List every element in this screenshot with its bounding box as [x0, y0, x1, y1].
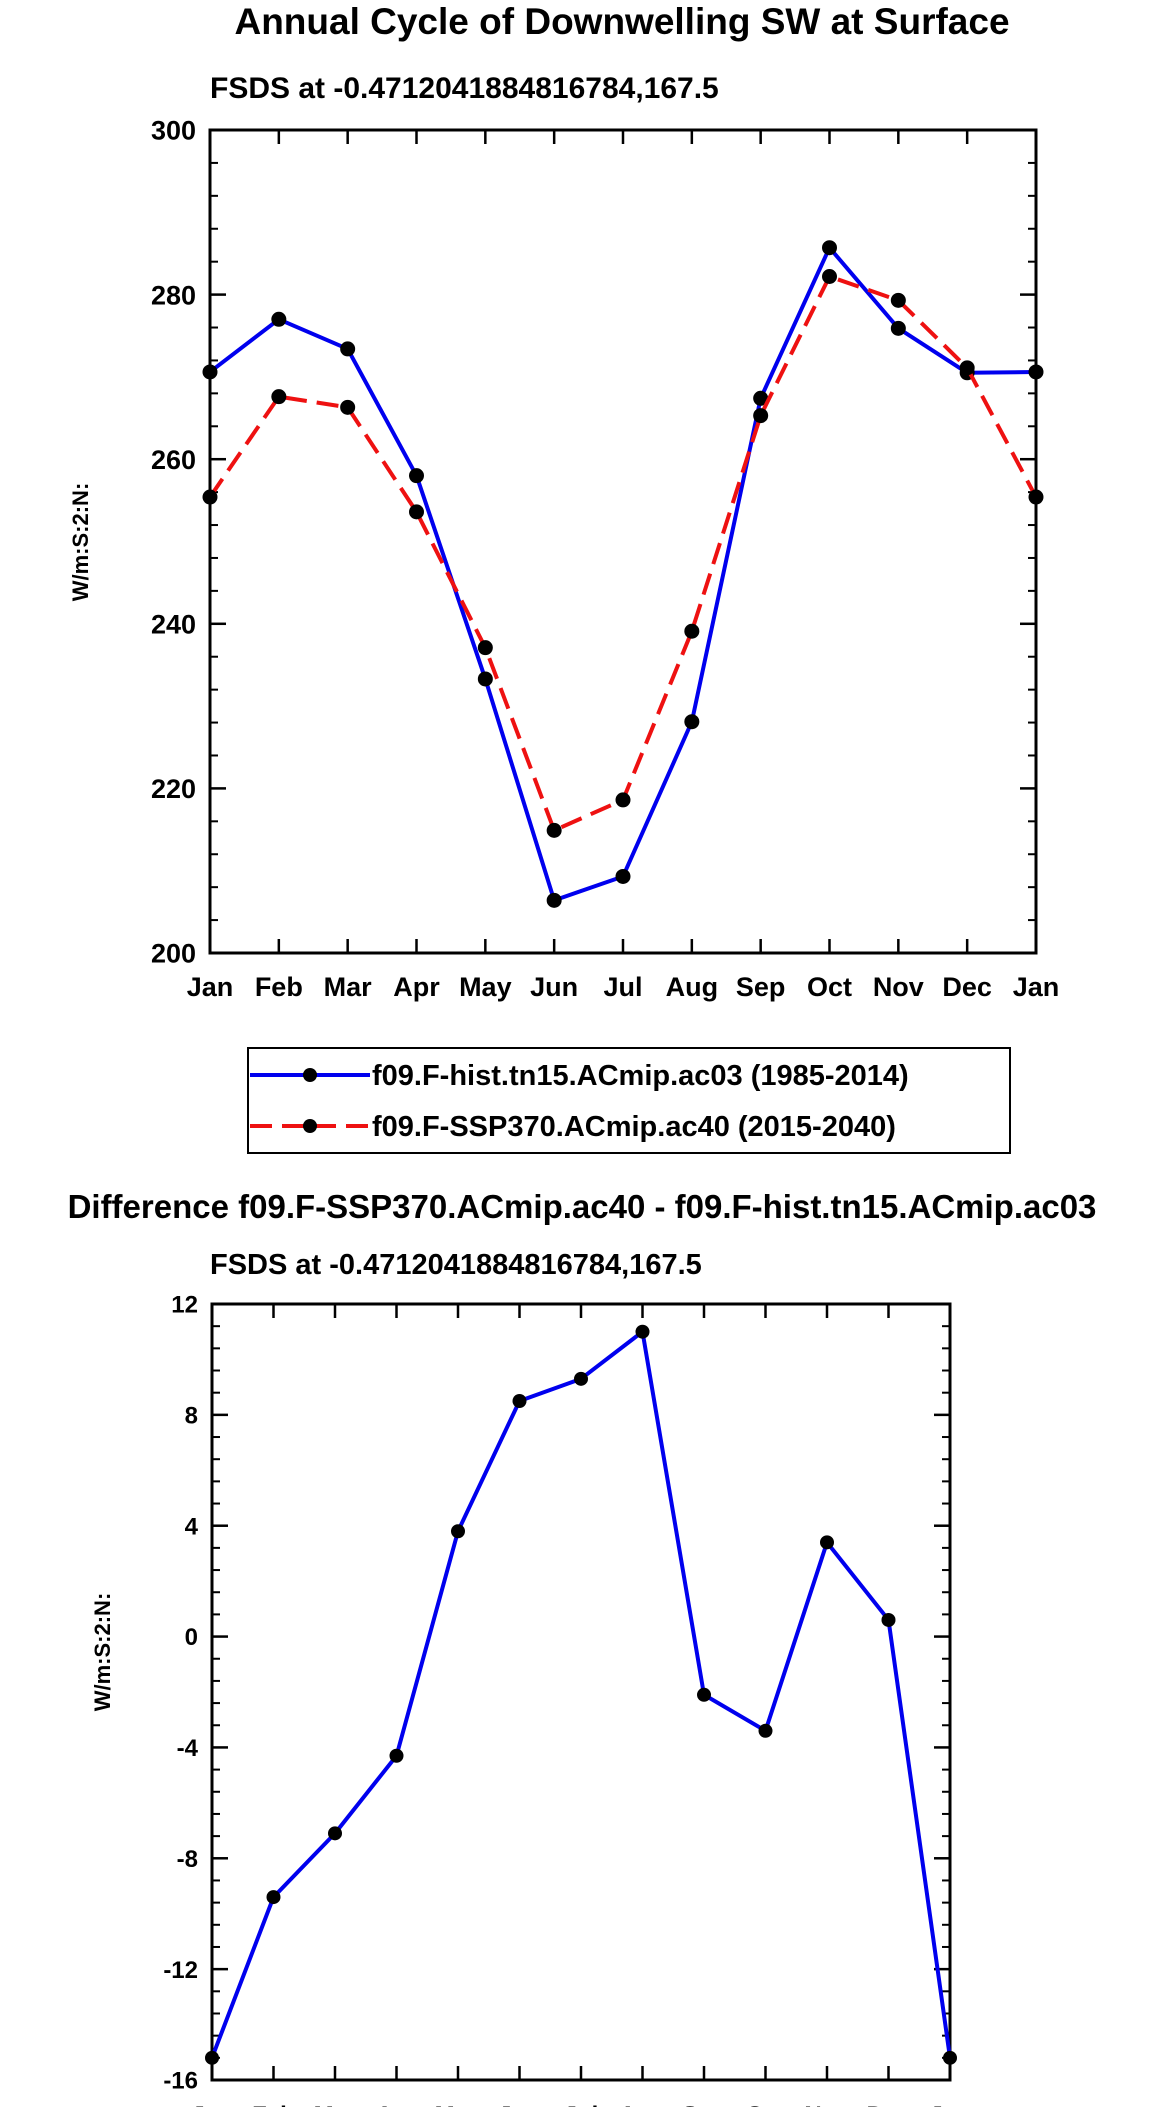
- x-tick-label: Oct: [745, 2102, 785, 2107]
- data-point: [271, 389, 287, 405]
- x-tick-label: Aug: [619, 2102, 666, 2107]
- x-tick-label: Jun: [498, 2102, 541, 2107]
- data-point: [389, 1748, 404, 1763]
- y-tick-label: 4: [185, 1513, 199, 1540]
- data-point: [1028, 364, 1044, 380]
- y-tick-label: 260: [151, 445, 196, 475]
- data-point: [697, 1687, 711, 1702]
- x-tick-label: Sep: [736, 972, 786, 1002]
- y-tick-label: 8: [185, 1402, 198, 1429]
- data-point: [409, 468, 424, 484]
- x-tick-label: Jan: [1013, 972, 1060, 1002]
- data-point: [890, 320, 906, 336]
- data-point: [546, 892, 562, 908]
- data-point: [202, 364, 218, 380]
- data-point: [684, 623, 700, 639]
- x-tick-label: Jan: [187, 972, 234, 1002]
- x-tick-label: Aug: [666, 972, 718, 1002]
- data-point: [266, 1890, 281, 1905]
- x-tick-label: Mar: [314, 2102, 357, 2107]
- chart1-subtitle: FSDS at -0.4712041884816784,167.5: [210, 72, 719, 105]
- data-point: [615, 868, 631, 884]
- y-tick-label: -4: [177, 1735, 199, 1762]
- y-tick-label: -8: [177, 1846, 198, 1873]
- data-point: [271, 311, 287, 327]
- data-point: [890, 292, 906, 308]
- x-tick-label: Mar: [324, 972, 373, 1002]
- x-tick-label: Feb: [255, 972, 303, 1002]
- data-point: [820, 1535, 834, 1550]
- legend-label-ssp: f09.F-SSP370.ACmip.ac40 (2015-2040): [372, 1111, 896, 1143]
- y-tick-label: 240: [151, 610, 196, 640]
- data-point: [451, 1524, 465, 1539]
- x-tick-label: Feb: [252, 2102, 295, 2107]
- data-point: [546, 822, 562, 838]
- x-tick-label: Nov: [804, 2102, 850, 2107]
- x-tick-label: May: [459, 972, 512, 1002]
- x-tick-label: Nov: [873, 972, 924, 1002]
- data-point: [574, 1371, 588, 1386]
- data-point: [635, 1324, 650, 1339]
- series-line-b: [208, 274, 1038, 833]
- data-point: [512, 1394, 527, 1408]
- series-line-a: [210, 1329, 952, 2059]
- x-tick-label: Jul: [603, 972, 642, 1002]
- x-tick-label: Sep: [682, 2102, 726, 2107]
- chart2-ylabel: W/m:S:2:N:: [90, 1593, 115, 1712]
- data-point: [822, 240, 837, 256]
- x-tick-label: Apr: [393, 972, 440, 1002]
- x-tick-label: Dec: [866, 2102, 910, 2107]
- x-tick-label: Jun: [530, 972, 578, 1002]
- chart1-ylabel: W/m:S:2:N:: [68, 483, 93, 602]
- chart2-title: Difference f09.F-SSP370.ACmip.ac40 - f09…: [68, 1188, 1097, 1225]
- data-point: [753, 390, 769, 406]
- x-tick-label: May: [435, 2102, 482, 2107]
- data-point: [340, 399, 356, 415]
- legend-marker-hist: [303, 1068, 317, 1082]
- x-tick-label: Jan: [929, 2102, 970, 2107]
- y-tick-label: -16: [163, 2068, 198, 2095]
- chart1-title: Annual Cycle of Downwelling SW at Surfac…: [234, 1, 1009, 42]
- data-point: [477, 640, 493, 656]
- data-point: [753, 408, 769, 424]
- data-point: [822, 268, 837, 284]
- chart2-subtitle: FSDS at -0.4712041884816784,167.5: [210, 1249, 702, 1281]
- chart1-frame: [208, 128, 1038, 955]
- y-tick-label: 12: [171, 1292, 198, 1319]
- y-tick-label: 220: [151, 774, 196, 804]
- data-point: [477, 671, 493, 687]
- legend-label-hist: f09.F-hist.tn15.ACmip.ac03 (1985-2014): [372, 1060, 909, 1092]
- data-point: [615, 792, 631, 808]
- data-point: [409, 504, 424, 520]
- y-tick-label: 200: [151, 939, 196, 969]
- y-tick-label: -12: [163, 1957, 198, 1984]
- data-point: [959, 360, 975, 376]
- data-point: [340, 341, 356, 357]
- chart1-legend: f09.F-hist.tn15.ACmip.ac03 (1985-2014) f…: [247, 1047, 1011, 1154]
- annual-cycle-chart: Annual Cycle of Downwelling SW at Surfac…: [68, 1, 1060, 1154]
- data-point: [205, 2050, 219, 2065]
- difference-chart: Difference f09.F-SSP370.ACmip.ac40 - f09…: [68, 1188, 1097, 2107]
- data-point: [684, 714, 700, 730]
- x-tick-label: Dec: [942, 972, 992, 1002]
- x-tick-label: Jan: [191, 2102, 232, 2107]
- data-point: [1028, 489, 1044, 505]
- x-tick-label: Apr: [376, 2102, 417, 2107]
- legend-box: [247, 1047, 1011, 1154]
- data-point: [943, 2050, 957, 2065]
- data-point: [328, 1826, 342, 1841]
- y-tick-label: 300: [151, 116, 196, 146]
- y-tick-label: 0: [185, 1624, 198, 1651]
- y-tick-label: 280: [151, 280, 196, 310]
- data-point: [881, 1612, 896, 1627]
- chart2-frame: [210, 1302, 952, 2082]
- legend-marker-ssp: [303, 1119, 317, 1133]
- data-point: [758, 1723, 773, 1738]
- x-tick-label: Oct: [807, 972, 852, 1002]
- data-point: [202, 489, 218, 505]
- x-tick-label: Jul: [564, 2102, 599, 2107]
